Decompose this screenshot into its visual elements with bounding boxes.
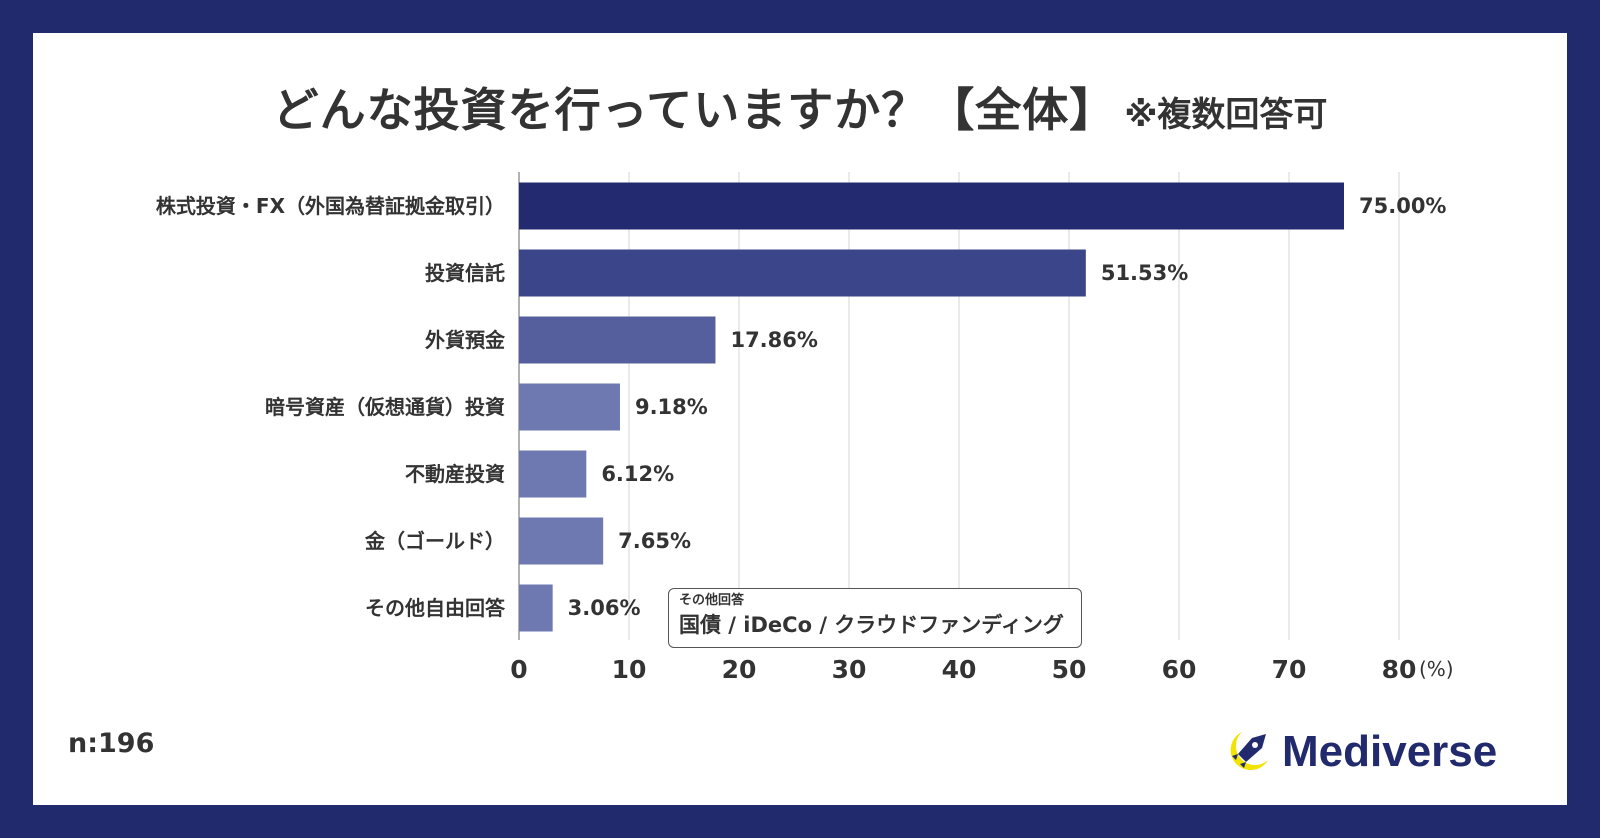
rocket-moon-icon [1230, 732, 1268, 771]
value-label: 3.06% [568, 596, 641, 620]
x-tick-label: 30 [832, 655, 867, 684]
brand-logo: Mediverse [1222, 724, 1497, 780]
x-tick-label: 0 [510, 655, 527, 684]
value-label: 51.53% [1101, 261, 1188, 285]
x-tick-label: 40 [942, 655, 977, 684]
bar [519, 383, 620, 431]
category-label: 暗号資産（仮想通貨）投資 [265, 395, 505, 419]
bar [519, 584, 553, 632]
x-tick-label: 50 [1052, 655, 1087, 684]
bar [519, 517, 604, 565]
chart-title: どんな投資を行っていますか？【全体】 ※複数回答可 [0, 74, 1600, 140]
other-answers-heading: その他回答 [679, 593, 745, 608]
other-answers-text: 国債 / iDeCo / クラウドファンディング [679, 613, 1064, 637]
x-tick-label: 60 [1162, 655, 1197, 684]
x-axis-unit: (%) [1419, 657, 1454, 681]
value-label: 17.86% [730, 328, 817, 352]
chart-card [33, 33, 1567, 805]
x-tick-label: 70 [1272, 655, 1307, 684]
bar [519, 450, 587, 498]
category-label: 株式投資・FX（外国為替証拠金取引） [156, 194, 505, 218]
value-label: 9.18% [635, 395, 708, 419]
sample-size: n:196 [68, 728, 155, 759]
bar [519, 249, 1086, 297]
bar [519, 182, 1344, 230]
x-tick-label: 10 [612, 655, 647, 684]
x-tick-label: 20 [722, 655, 757, 684]
category-label: 金（ゴールド） [364, 529, 505, 553]
brand-name: Mediverse [1282, 727, 1498, 776]
other-answers-box: その他回答 国債 / iDeCo / クラウドファンディング [668, 588, 1082, 648]
title-main: どんな投資を行っていますか？【全体】 [272, 83, 1117, 137]
category-label: 不動産投資 [405, 462, 505, 486]
title-note: ※複数回答可 [1124, 95, 1328, 135]
x-tick-label: 80 [1382, 655, 1417, 684]
category-label: 外貨預金 [425, 328, 506, 352]
value-label: 6.12% [601, 462, 674, 486]
category-label: 投資信託 [425, 261, 505, 285]
value-label: 7.65% [618, 529, 691, 553]
category-label: その他自由回答 [365, 596, 506, 620]
bar [519, 316, 716, 364]
value-label: 75.00% [1359, 194, 1446, 218]
